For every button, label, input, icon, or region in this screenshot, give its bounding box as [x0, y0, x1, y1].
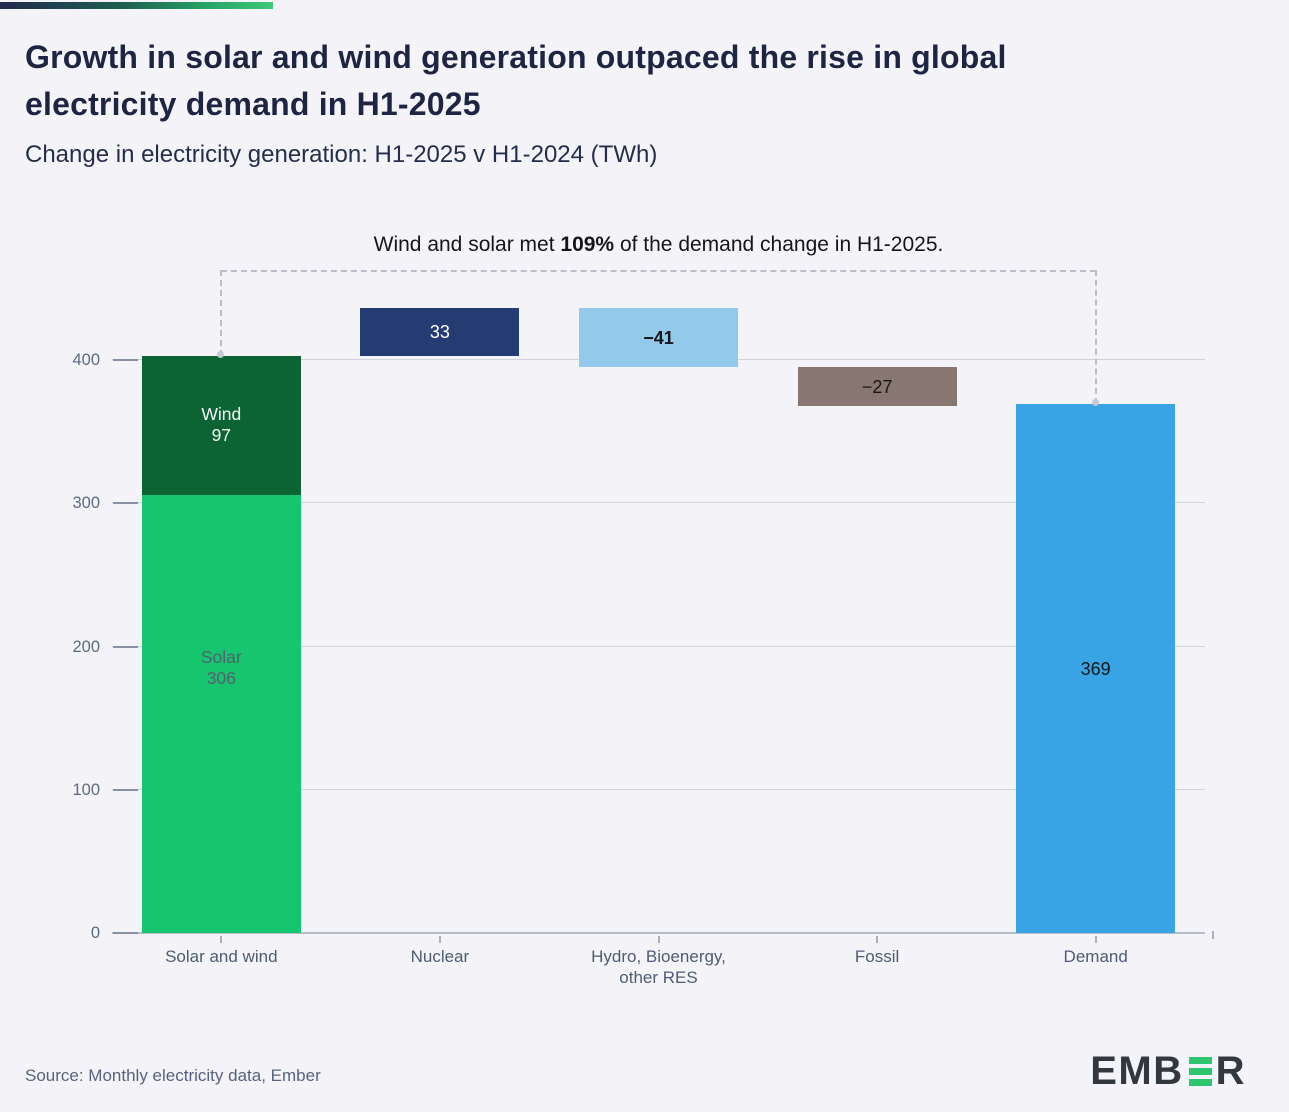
x-tick-3 [657, 936, 660, 943]
x-axis-label-1: Solar and wind [165, 947, 278, 966]
bar-label-solar: Solar 306 [200, 647, 242, 689]
gridline-100 [112, 788, 1205, 790]
bracket-left-dash [220, 270, 223, 356]
bar-value-label: 369 [1080, 658, 1111, 679]
bar-demand [1016, 404, 1176, 933]
page-subtitle: Change in electricity generation: H1-202… [25, 141, 658, 168]
page-title-line2: electricity demand in H1-2025 [25, 86, 481, 122]
y-tick-100 [113, 788, 138, 791]
x-axis-end-tick [1212, 931, 1214, 939]
bar-fossil [797, 367, 957, 406]
accent-gradient-bar [0, 2, 273, 9]
x-axis-label-3: Hydro, Bioenergy, other RES [591, 947, 726, 987]
y-tick-0 [113, 932, 138, 934]
y-tick-200 [113, 645, 138, 648]
y-axis-label-100: 100 [72, 780, 100, 799]
annotation-suffix: of the demand change in H1-2025. [614, 233, 944, 256]
x-tick-4 [876, 936, 879, 943]
y-axis-label-400: 400 [72, 351, 100, 369]
ember-logo-e-icon [1188, 1056, 1212, 1086]
bar-value-label: −41 [643, 327, 674, 348]
x-tick-2 [438, 936, 441, 943]
bracket-right-endpoint [1091, 399, 1099, 407]
x-axis-label-2: Nuclear [410, 947, 470, 966]
y-axis-label-300: 300 [72, 494, 100, 513]
x-tick-5 [1094, 936, 1097, 943]
x-axis-label-4: Fossil [854, 947, 900, 966]
page-title: Growth in solar and wind generation outp… [25, 34, 1265, 128]
page-title-line1: Growth in solar and wind generation outp… [25, 39, 1007, 75]
bracket-left-endpoint [217, 350, 225, 358]
bar-wind [141, 355, 301, 495]
bracket-right-dash [1094, 270, 1097, 405]
bar-solar [141, 494, 301, 933]
ember-logo-text-right: R [1215, 1049, 1246, 1093]
ember-logo-text-left: EMB [1090, 1049, 1184, 1093]
bracket-horizontal-dash [221, 270, 1096, 272]
bar-nuclear [360, 308, 520, 356]
bar-hydro-bioenergy-other-res [579, 308, 738, 368]
y-axis-label-0: 0 [90, 924, 100, 942]
y-tick-300 [113, 502, 138, 505]
source-note: Source: Monthly electricity data, Ember [25, 1066, 321, 1085]
annotation-prefix: Wind and solar met [373, 233, 561, 256]
gridline-0 [112, 932, 1205, 934]
x-tick-1 [220, 936, 223, 943]
gridline-200 [112, 645, 1205, 647]
ember-logo: EMB R [1090, 1049, 1246, 1093]
annotation-value: 109% [560, 233, 615, 256]
bar-value-label: 33 [429, 322, 450, 343]
bar-value-label: −27 [861, 376, 893, 397]
bar-label-wind: Wind 97 [201, 404, 242, 446]
x-axis-label-5: Demand [1063, 947, 1128, 966]
gridline-300 [112, 502, 1205, 504]
y-tick-400 [113, 359, 138, 361]
annotation-text: Wind and solar met 109% of the demand ch… [209, 233, 1109, 257]
y-axis-label-200: 200 [72, 637, 100, 656]
